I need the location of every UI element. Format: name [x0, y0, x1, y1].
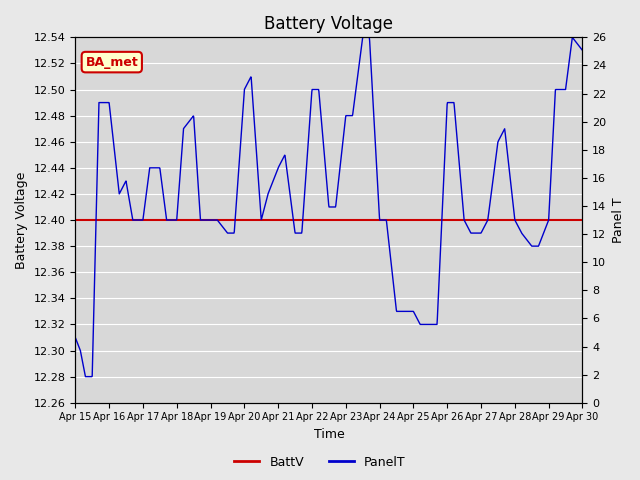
Legend: BattV, PanelT: BattV, PanelT [229, 451, 411, 474]
Y-axis label: Panel T: Panel T [612, 197, 625, 243]
Title: Battery Voltage: Battery Voltage [264, 15, 394, 33]
Y-axis label: Battery Voltage: Battery Voltage [15, 171, 28, 269]
X-axis label: Time: Time [314, 428, 344, 441]
Text: BA_met: BA_met [85, 56, 138, 69]
